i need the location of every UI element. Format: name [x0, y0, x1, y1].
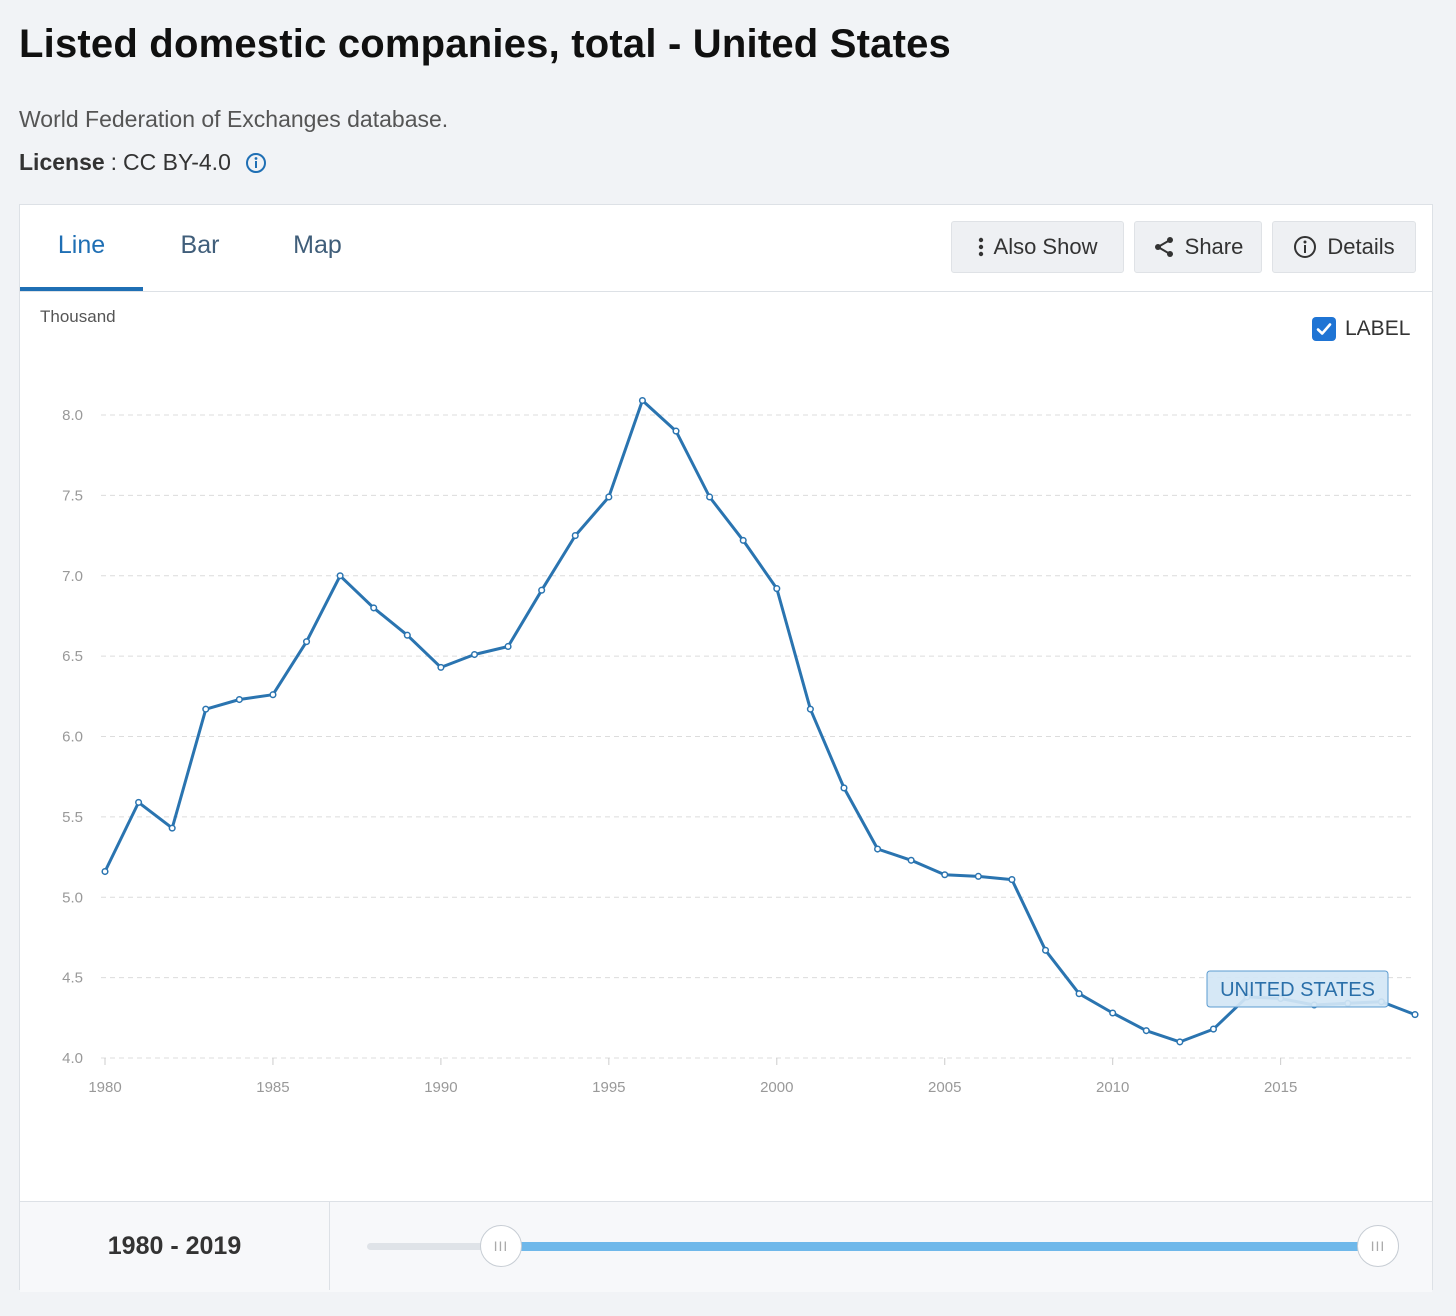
also-show-label: Also Show: [993, 234, 1098, 259]
license-label: License: [19, 149, 105, 175]
label-checkbox[interactable]: [1312, 317, 1336, 341]
source-text: World Federation of Exchanges database.: [19, 106, 449, 132]
x-tick-label: 2015: [1264, 1079, 1297, 1096]
series-label-box: [1206, 970, 1389, 1008]
series-line: [103, 399, 1416, 1044]
x-tick-label: 2010: [1096, 1079, 1129, 1096]
data-point: [739, 536, 747, 544]
y-tick-label: 6.0: [62, 729, 83, 746]
data-point: [1109, 1009, 1117, 1017]
y-tick-label: 8.0: [62, 407, 83, 424]
also-show-button[interactable]: Also Show: [951, 221, 1124, 273]
data-point: [336, 572, 344, 580]
license-value: CC BY-4.0: [123, 149, 231, 175]
data-point: [269, 691, 277, 699]
license-line: License : CC BY-4.0: [19, 149, 267, 176]
data-point: [1008, 876, 1016, 884]
tab-line[interactable]: Line: [20, 205, 143, 291]
data-point: [470, 650, 479, 659]
page-title: Listed domestic companies, total - Unite…: [19, 22, 952, 66]
share-button[interactable]: Share: [1134, 221, 1262, 273]
x-tick-label: 1985: [256, 1079, 289, 1096]
data-point: [806, 705, 814, 713]
x-tick-label: 2005: [928, 1079, 961, 1096]
data-point: [571, 532, 579, 540]
data-point: [1411, 1011, 1419, 1019]
y-tick-label: 4.5: [62, 970, 83, 987]
info-circle-icon: [1294, 236, 1317, 258]
more-vert-icon: [978, 237, 983, 257]
data-point: [1176, 1038, 1184, 1046]
data-point: [840, 784, 848, 792]
data-point: [941, 871, 949, 879]
data-point: [773, 585, 781, 593]
x-tick-label: 1995: [592, 1079, 625, 1096]
data-point: [974, 872, 982, 880]
check-icon: [1316, 323, 1332, 335]
tab-map[interactable]: Map: [293, 231, 342, 259]
data-point: [403, 631, 411, 639]
data-point: [1209, 1025, 1218, 1033]
data-point: [235, 695, 243, 704]
y-unit-label: Thousand: [40, 307, 116, 326]
range-start-handle[interactable]: III: [480, 1225, 522, 1267]
y-tick-label: 6.5: [62, 648, 83, 665]
share-icon: [1154, 237, 1173, 257]
data-point: [874, 845, 882, 853]
label-toggle-text: LABEL: [1345, 317, 1411, 340]
y-tick-label: 7.0: [62, 568, 83, 585]
data-point: [101, 867, 109, 876]
y-tick-label: 7.5: [62, 487, 83, 504]
x-tick-label: 1980: [88, 1079, 121, 1096]
data-point: [1142, 1027, 1150, 1035]
data-point: [370, 604, 378, 612]
y-tick-label: 5.0: [62, 889, 83, 906]
range-separator: -: [163, 1231, 186, 1260]
data-point: [1041, 946, 1050, 954]
data-point: [706, 493, 714, 501]
details-label: Details: [1327, 234, 1395, 259]
data-point: [605, 493, 613, 501]
data-point: [1075, 990, 1083, 998]
data-point: [135, 798, 143, 806]
data-point: [302, 638, 311, 646]
x-tick-label: 2000: [760, 1079, 793, 1096]
share-label: Share: [1184, 234, 1244, 259]
license-separator: :: [110, 149, 118, 175]
data-point: [638, 396, 646, 405]
data-point: [202, 705, 210, 713]
range-start: 1980: [107, 1231, 164, 1260]
data-point: [437, 663, 445, 671]
x-tick-label: 1990: [424, 1079, 457, 1096]
tab-bar[interactable]: Bar: [180, 231, 220, 259]
y-tick-label: 4.0: [62, 1050, 83, 1067]
data-point: [538, 586, 546, 594]
series-label: UNITED STATES: [1220, 979, 1375, 1001]
data-point: [504, 642, 512, 651]
data-point: [168, 824, 176, 832]
range-slider-selection[interactable]: [501, 1242, 1379, 1251]
chart-tabs: Line Bar Map Also Show Share Details: [20, 205, 1432, 292]
details-button[interactable]: Details: [1272, 221, 1416, 273]
info-icon[interactable]: [245, 152, 267, 174]
label-toggle[interactable]: LABEL: [1312, 317, 1410, 341]
year-range-label: 1980 - 2019: [20, 1202, 330, 1290]
range-end-handle[interactable]: III: [1357, 1225, 1399, 1267]
chart-card: Line Bar Map Also Show Share Details Tho…: [19, 204, 1433, 1292]
range-end: 2019: [185, 1231, 242, 1260]
y-tick-label: 5.5: [62, 809, 83, 826]
line-chart: 8.0 7.5 7.0 6.5 6.0 5.5 5.0 4.5 4.0 1980 1985 1990 1…: [62, 396, 1419, 1096]
data-point: [672, 427, 680, 435]
data-point: [907, 856, 915, 864]
range-footer: 1980 - 2019 III III: [20, 1201, 1432, 1292]
